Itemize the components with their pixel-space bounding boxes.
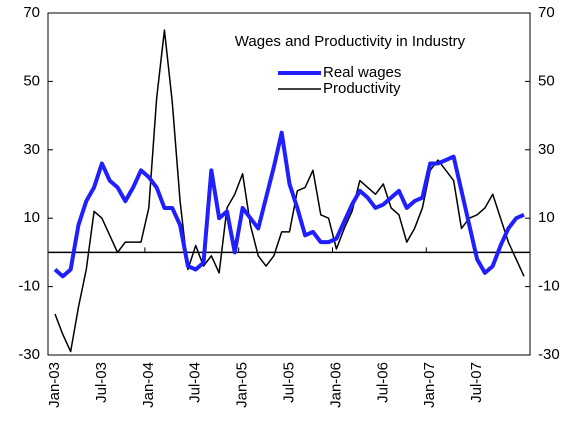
y-tick-label: -10 — [18, 278, 40, 295]
y-tick-label: 50 — [23, 72, 40, 89]
x-tick-label: Jan-03 — [46, 362, 63, 408]
y-tick-label: -30 — [18, 346, 40, 363]
y-tick-label: 10 — [23, 209, 40, 226]
y2-tick-label: 70 — [538, 4, 555, 21]
chart-title: Wages and Productivity in Industry — [235, 33, 466, 50]
x-tick-label: Jul-06 — [374, 362, 391, 403]
x-tick-label: Jan-05 — [234, 362, 251, 408]
x-tick-label: Jan-04 — [140, 362, 157, 408]
y-tick-label: 30 — [23, 141, 40, 158]
x-tick-label: Jul-03 — [93, 362, 110, 403]
x-tick-label: Jul-04 — [187, 362, 204, 403]
series-line — [54, 29, 525, 353]
y-tick-label: 70 — [23, 4, 40, 21]
y2-tick-label: 30 — [538, 141, 555, 158]
y2-tick-label: -30 — [538, 346, 560, 363]
x-tick-label: Jul-05 — [280, 362, 297, 403]
x-tick-label: Jan-07 — [421, 362, 438, 408]
legend-label: Productivity — [323, 80, 401, 97]
plot-frame — [47, 12, 531, 356]
series-line — [53, 130, 525, 279]
y2-tick-label: -10 — [538, 278, 560, 295]
x-tick-label: Jan-06 — [327, 362, 344, 408]
y2-tick-label: 10 — [538, 209, 555, 226]
y2-tick-label: 50 — [538, 72, 555, 89]
legend-label: Real wages — [323, 64, 401, 81]
x-tick-label: Jul-07 — [468, 362, 485, 403]
